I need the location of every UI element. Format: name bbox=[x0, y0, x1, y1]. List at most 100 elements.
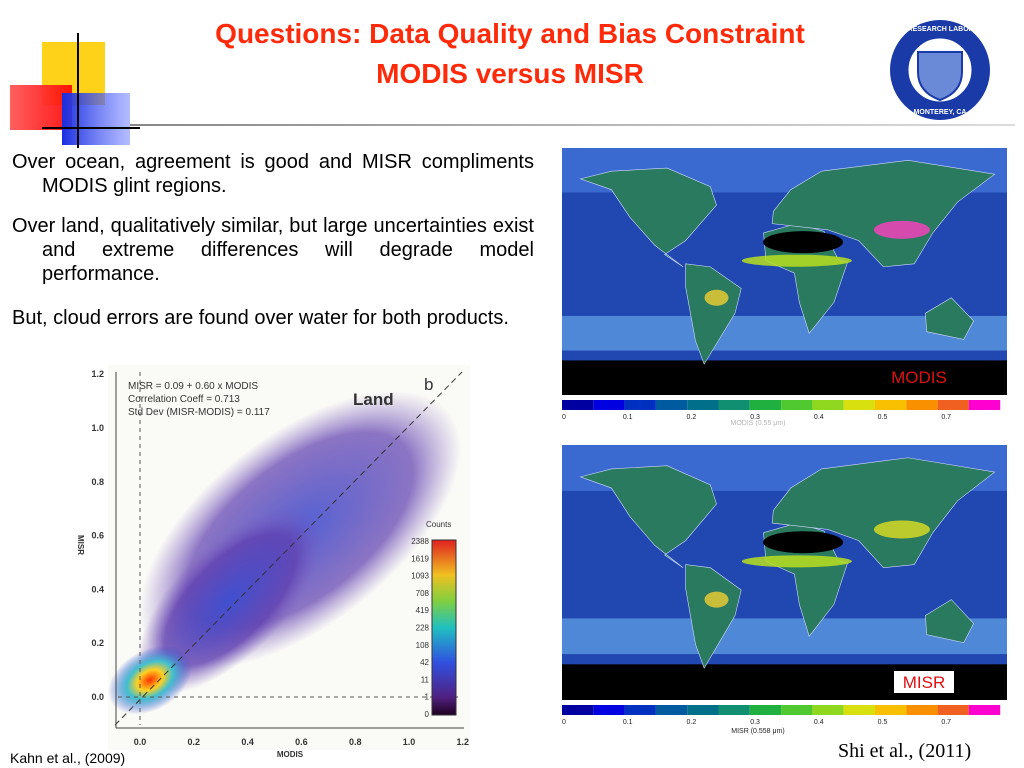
colorbar-segment bbox=[624, 705, 656, 715]
colorbar-tick: 0.7 bbox=[941, 719, 951, 726]
colorbar-label: 2388 bbox=[411, 537, 429, 546]
citation: Kahn et al., (2009) bbox=[10, 750, 126, 766]
map-land bbox=[579, 465, 717, 568]
map-label-box bbox=[894, 671, 954, 693]
map-plume bbox=[741, 254, 852, 267]
y-axis-label: MISR bbox=[76, 535, 85, 555]
logo-text: NAVAL RESEARCH LABORATORY bbox=[883, 26, 998, 33]
x-tick-label: 0.8 bbox=[349, 737, 362, 747]
colorbar-segment bbox=[781, 705, 813, 715]
citation: Shi et al., (2011) bbox=[838, 740, 972, 762]
bullet: Over ocean, agreement is good and MISR c… bbox=[12, 151, 534, 197]
colorbar-segment bbox=[562, 705, 594, 715]
map-land bbox=[685, 564, 742, 669]
plot-legend: MISR = 0.09 + 0.60 x MODIS bbox=[128, 381, 258, 392]
colorbar-tick: 0.5 bbox=[878, 719, 888, 726]
colorbar-segment bbox=[655, 400, 688, 410]
colorbar-segment bbox=[655, 705, 688, 715]
colorbar-segment bbox=[937, 705, 969, 715]
colorbar-label: 108 bbox=[416, 641, 430, 650]
panel-title: Land bbox=[353, 390, 394, 409]
x-tick-label: 0.2 bbox=[188, 737, 201, 747]
panel-letter: b bbox=[424, 375, 433, 394]
y-tick-label: 0.2 bbox=[91, 638, 104, 648]
x-tick-label: 1.2 bbox=[457, 737, 470, 747]
map-land bbox=[771, 457, 996, 569]
colorbar-tick: 0.2 bbox=[687, 414, 697, 421]
colorbar-segment bbox=[812, 705, 844, 715]
aerosol-map: MISR 0 0.1 0.2 0.3 0.4 0.5 0.7 MISR (0.558 μm) bbox=[562, 445, 1007, 735]
colorbar-segment bbox=[749, 400, 782, 410]
colorbar-segment bbox=[968, 400, 1001, 410]
deco-square bbox=[62, 93, 130, 145]
x-tick-label: 1.0 bbox=[403, 737, 416, 747]
scatter-plot bbox=[108, 365, 470, 750]
colorbar-segment bbox=[749, 705, 782, 715]
map-land bbox=[925, 297, 974, 340]
colorbar-label: 708 bbox=[416, 589, 430, 598]
bullet: Over land, qualitatively similar, but la… bbox=[12, 215, 534, 285]
map-polar bbox=[562, 360, 1007, 395]
map-plume bbox=[704, 289, 729, 306]
y-tick-label: 0.8 bbox=[91, 477, 104, 487]
y-tick-label: 0.4 bbox=[91, 584, 104, 594]
map-desert bbox=[763, 231, 844, 254]
colorbar-segment bbox=[843, 705, 875, 715]
y-tick-label: 0.0 bbox=[91, 692, 104, 702]
colorbar-segment bbox=[562, 400, 594, 410]
y-tick-label: 1.0 bbox=[91, 423, 104, 433]
colorbar-segment bbox=[875, 400, 907, 410]
map-plume bbox=[873, 520, 930, 539]
colorbar-tick: 0.7 bbox=[941, 414, 951, 421]
logo: NAVAL RESEARCH LABORATORY MONTEREY, CA bbox=[883, 20, 998, 120]
colorbar-label: 228 bbox=[416, 624, 430, 633]
colorbar-segment bbox=[593, 400, 625, 410]
bullet: But, cloud errors are found over water f… bbox=[12, 307, 509, 329]
y-tick-label: 1.2 bbox=[91, 369, 104, 379]
deco-square bbox=[10, 85, 72, 130]
colorbar-tick: 0.5 bbox=[878, 414, 888, 421]
y-tick-label: 0.6 bbox=[91, 531, 104, 541]
map-label: MISR bbox=[903, 673, 946, 692]
colorbar-segment bbox=[843, 400, 875, 410]
colorbar-label: 1 bbox=[425, 693, 430, 702]
colorbar-segment bbox=[624, 400, 656, 410]
x-tick-label: 0.4 bbox=[241, 737, 254, 747]
colorbar-segment bbox=[718, 400, 750, 410]
colorbar-segment bbox=[937, 400, 969, 410]
map-land bbox=[771, 160, 996, 268]
colorbar-segment bbox=[875, 705, 907, 715]
colorbar-segment bbox=[687, 705, 719, 715]
colorbar-segment bbox=[593, 705, 625, 715]
colorbar-label: 1619 bbox=[411, 554, 429, 563]
colorbar-segment bbox=[687, 400, 719, 410]
colorbar-label: 11 bbox=[421, 675, 430, 684]
colorbar-tick: 0.2 bbox=[687, 719, 697, 726]
aerosol-map: MODIS 0 0.1 0.2 0.3 0.4 0.5 0.7 MODIS (0.55 μm) bbox=[562, 148, 1007, 427]
colorbar-segment bbox=[906, 400, 938, 410]
colorbar-caption: MODIS (0.55 μm) bbox=[731, 420, 786, 427]
colorbar-label: 1093 bbox=[411, 572, 429, 581]
colorbar-tick: 0 bbox=[562, 414, 566, 421]
colorbar-label: 0 bbox=[425, 710, 430, 719]
x-tick-label: 0.6 bbox=[295, 737, 308, 747]
colorbar-tick: 0.3 bbox=[750, 719, 760, 726]
logo-text: MONTEREY, CA bbox=[914, 109, 967, 116]
x-tick-label: 0.0 bbox=[134, 737, 147, 747]
colorbar-caption: MISR (0.558 μm) bbox=[731, 728, 784, 735]
map-plume bbox=[704, 591, 729, 608]
plot-legend: Correlation Coeff = 0.713 bbox=[128, 394, 240, 405]
colorbar-label: 419 bbox=[416, 606, 430, 615]
plot-legend: Std Dev (MISR-MODIS) = 0.117 bbox=[128, 407, 270, 418]
title: Questions: Data Quality and Bias Constra… bbox=[215, 18, 805, 49]
map-label: MODIS bbox=[891, 368, 947, 387]
colorbar-segment bbox=[812, 400, 844, 410]
colorbar-segment bbox=[968, 705, 1001, 715]
map-land bbox=[685, 263, 742, 365]
map-desert bbox=[763, 531, 844, 554]
map-plume bbox=[873, 220, 930, 239]
colorbar-tick: 0.1 bbox=[623, 719, 633, 726]
separator bbox=[130, 124, 1015, 126]
